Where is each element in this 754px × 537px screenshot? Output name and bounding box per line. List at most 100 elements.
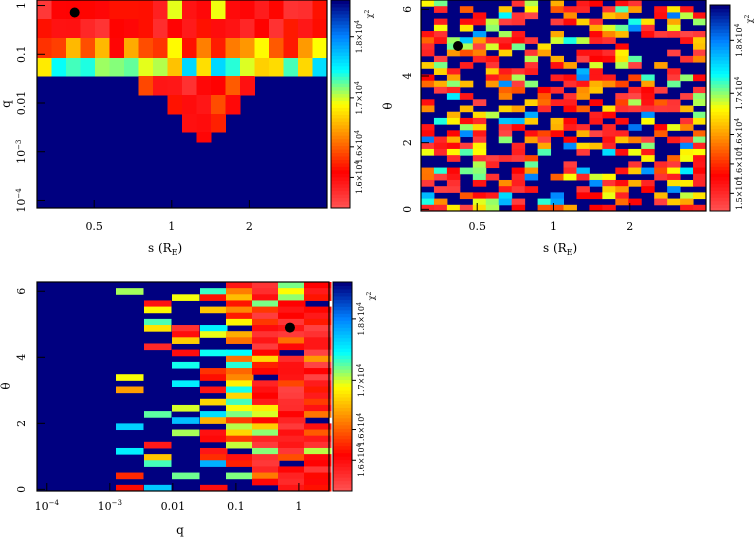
heatmap-cell (447, 81, 460, 88)
colorbar-segment (710, 135, 730, 139)
heatmap-cell (499, 12, 512, 19)
heatmap-cell (667, 19, 680, 26)
colorbar-segment (333, 390, 352, 394)
colorbar-segment (333, 467, 352, 471)
heatmap-cell (667, 186, 680, 193)
heatmap-cell (628, 0, 641, 7)
heatmap-cell (252, 343, 280, 350)
heatmap-cell (434, 87, 447, 94)
heatmap-cell (226, 307, 254, 314)
colorbar-segment (333, 376, 352, 380)
colorbar-segment (710, 5, 730, 9)
heatmap-cell (525, 68, 538, 75)
heatmap-cell (172, 362, 200, 369)
heatmap-cell (602, 192, 615, 199)
heatmap-cell (168, 0, 183, 20)
heatmap-cell (602, 130, 615, 137)
heatmap-cell (693, 174, 706, 181)
heatmap-cell (182, 0, 197, 20)
colorbar-title: χ2 (744, 14, 754, 23)
heatmap-cell (602, 106, 615, 113)
heatmap-cell (284, 19, 299, 39)
heatmap-cell (197, 132, 212, 143)
colorbar-segment (333, 338, 352, 342)
heatmap-cell (252, 423, 280, 430)
heatmap-cell (473, 50, 486, 57)
colorbar-segment (331, 128, 350, 132)
heatmap-cell (473, 130, 486, 137)
colorbar-segment (333, 334, 352, 338)
heatmap-cell (576, 74, 589, 81)
heatmap-cell (551, 74, 564, 81)
heatmap-cell (421, 37, 434, 44)
colorbar-segment (710, 53, 730, 57)
heatmap-cell (278, 423, 306, 430)
heatmap-cell (512, 124, 525, 131)
heatmap-cell (226, 374, 254, 381)
x-tick-label: 0.1 (227, 500, 245, 513)
heatmap-cell (486, 81, 499, 88)
heatmap-cell (252, 405, 280, 412)
colorbar-segment (333, 456, 352, 460)
x-tick-label: 10−4 (35, 499, 60, 513)
heatmap-cell (680, 199, 693, 206)
heatmap-cell (421, 180, 434, 187)
heatmap-cell (486, 199, 499, 206)
heatmap-cell (269, 19, 284, 39)
heatmap-cell (81, 0, 96, 20)
heatmap-cell (589, 19, 602, 26)
heatmap-cell (278, 307, 306, 314)
heatmap-cell (460, 149, 473, 156)
heatmap-cell (447, 112, 460, 119)
heatmap-cell (124, 19, 139, 39)
heatmap-cell (589, 118, 602, 125)
colorbar-title: χ2 (366, 291, 376, 300)
heatmap-cell (95, 0, 110, 20)
y-tick-label: 2 (15, 420, 28, 427)
x-tick-label: 0.5 (468, 220, 486, 233)
heatmap-cell (564, 168, 577, 175)
heatmap-cell (564, 12, 577, 19)
heatmap-cell (139, 38, 154, 59)
heatmap-cell (499, 43, 512, 50)
heatmap-cell (486, 192, 499, 199)
heatmap-cell (602, 12, 615, 19)
colorbar-segment (331, 146, 350, 150)
heatmap-cell (434, 118, 447, 125)
heatmap-cell (499, 186, 512, 193)
heatmap-cell (615, 62, 628, 69)
heatmap-cell (525, 130, 538, 137)
heatmap-cell (628, 87, 641, 94)
heatmap-cell (576, 174, 589, 181)
heatmap-cell (460, 143, 473, 150)
heatmap-cell (499, 118, 512, 125)
heatmap-cell (693, 130, 706, 137)
heatmap-cell (252, 337, 280, 344)
heatmap-cell (252, 442, 280, 449)
heatmap-cell (284, 38, 299, 59)
heatmap-cell (200, 307, 228, 314)
heatmap-cell (304, 282, 332, 289)
heatmap-cell (172, 350, 200, 357)
heatmap-cell (654, 130, 667, 137)
heatmap-cell (460, 62, 473, 69)
heatmap-cell (576, 143, 589, 150)
heatmap-cell (525, 50, 538, 57)
heatmap-cell (628, 74, 641, 81)
y-tick-label: 2 (401, 139, 414, 146)
heatmap-cell (110, 0, 125, 20)
heatmap-cell (278, 430, 306, 437)
heatmap-cell (486, 56, 499, 63)
heatmap-cell (284, 58, 299, 77)
heatmap-cell (304, 387, 332, 394)
heatmap-cell (447, 130, 460, 137)
colorbar-segment (331, 170, 350, 174)
heatmap-cell (602, 124, 615, 131)
heatmap-cell (602, 74, 615, 81)
colorbar-segment (331, 166, 350, 170)
heatmap-cell (654, 31, 667, 38)
heatmap-cell (182, 95, 197, 115)
y-tick-label: 4 (401, 73, 414, 80)
colorbar-segment (333, 421, 352, 425)
heatmap-cell (255, 19, 270, 39)
